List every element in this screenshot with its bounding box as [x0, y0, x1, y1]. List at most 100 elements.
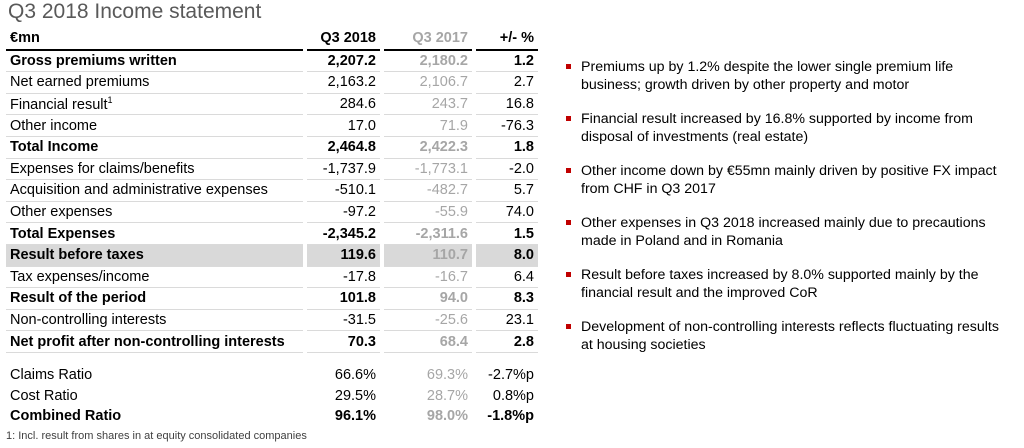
commentary-item: Other income down by €55mn mainly driven… [566, 162, 1011, 198]
cell-q3-2018: -2,345.2 [307, 223, 380, 245]
table-row: Acquisition and administrative expenses -… [6, 180, 538, 202]
cell-q3-2018: 70.3 [307, 331, 380, 353]
cell-q3-2018: -97.2 [307, 202, 380, 224]
table-row: Tax expenses/income -17.8 -16.7 6.4 [6, 267, 538, 289]
commentary-text: Premiums up by 1.2% despite the lower si… [581, 59, 954, 93]
table-row: Financial result1 284.6 243.7 16.8 [6, 94, 538, 116]
cell-change: 1.2 [476, 51, 538, 73]
row-label: Other income [6, 115, 303, 137]
table-header-row: €mn Q3 2018 Q3 2017 +/- % [6, 28, 538, 51]
bullet-square-icon [566, 272, 571, 277]
footnote: 1: Incl. result from shares in at equity… [6, 430, 307, 442]
income-statement-table: €mn Q3 2018 Q3 2017 +/- % Gross premiums… [6, 28, 538, 427]
row-label-text: Result of the period [10, 290, 147, 307]
cell-q3-2017: 2,106.7 [384, 72, 472, 94]
row-label: Financial result1 [6, 94, 303, 116]
header-q3-2017: Q3 2017 [384, 28, 472, 51]
cell-change: 0.8%p [492, 387, 534, 404]
header-q3-2018: Q3 2018 [307, 28, 380, 51]
cell-q3-2017: 28.7% [426, 387, 468, 404]
cell-q3-2018: -1,737.9 [307, 159, 380, 181]
cell-q3-2018: 119.6 [307, 244, 380, 267]
table-row: Combined Ratio 96.1% 98.0% -1.8%p [6, 406, 538, 427]
cell-q3-2017: -55.9 [384, 202, 472, 224]
row-label-text: Other expenses [10, 204, 113, 221]
row-label-text: Result before taxes [10, 247, 144, 264]
commentary-item: Result before taxes increased by 8.0% su… [566, 266, 1011, 302]
cell-q3-2018: 101.8 [307, 288, 380, 310]
cell-q3-2018: -510.1 [307, 180, 380, 202]
table-row: Gross premiums written 2,207.2 2,180.2 1.2 [6, 51, 538, 73]
row-label-text: Total Expenses [10, 225, 116, 242]
row-label-text: Combined Ratio [10, 408, 122, 425]
cell-q3-2017: 94.0 [384, 288, 472, 310]
cell-change: -2.7%p [488, 367, 534, 384]
table-row: Total Income 2,464.8 2,422.3 1.8 [6, 137, 538, 159]
row-label: Acquisition and administrative expenses [6, 180, 303, 202]
cell-change: -2.0 [476, 159, 538, 181]
row-label: Claims Ratio [6, 365, 303, 386]
row-label-text: Total Income [10, 139, 99, 156]
cell-q3-2018: -31.5 [307, 310, 380, 332]
cell-q3-2017: 2,180.2 [384, 51, 472, 73]
table-row: Expenses for claims/benefits -1,737.9 -1,7… [6, 159, 538, 181]
row-label: Combined Ratio [6, 406, 303, 427]
bullet-square-icon [566, 168, 571, 173]
table-row: Total Expenses -2,345.2 -2,311.6 1.5 [6, 223, 538, 245]
commentary-list: Premiums up by 1.2% despite the lower si… [566, 58, 1011, 370]
commentary-text: Other income down by €55mn mainly driven… [581, 163, 997, 197]
cell-q3-2017: -2,311.6 [384, 223, 472, 245]
income-statement-body: €mn Q3 2018 Q3 2017 +/- % Gross premiums… [6, 28, 538, 427]
row-label: Gross premiums written [6, 51, 303, 73]
cell-q3-2018: 29.5% [334, 387, 376, 404]
table-row: Result of the period 101.8 94.0 8.3 [6, 288, 538, 310]
cell-change: -76.3 [476, 115, 538, 137]
row-label: Total Income [6, 137, 303, 159]
commentary-item: Other expenses in Q3 2018 increased main… [566, 214, 1011, 250]
cell-q3-2017: -1,773.1 [384, 159, 472, 181]
table-row: Net earned premiums 2,163.2 2,106.7 2.7 [6, 72, 538, 94]
row-label-text: Other income [10, 117, 98, 134]
row-label-text: Claims Ratio [10, 367, 93, 384]
row-label: Net profit after non-controlling interes… [6, 331, 303, 353]
commentary-text: Other expenses in Q3 2018 increased main… [581, 215, 986, 249]
cell-q3-2018: 2,207.2 [307, 51, 380, 73]
spacer-row [6, 353, 538, 365]
commentary-item: Financial result increased by 16.8% supp… [566, 110, 1011, 146]
cell-q3-2018: 96.1% [334, 408, 376, 425]
cell-change: 1.5 [476, 223, 538, 245]
row-label-text: Cost Ratio [10, 387, 78, 404]
cell-q3-2018: 2,464.8 [307, 137, 380, 159]
table-row: Non-controlling interests -31.5 -25.6 23.1 [6, 310, 538, 332]
cell-change: 6.4 [476, 267, 538, 289]
cell-change: -1.8%p [487, 408, 534, 425]
cell-change: 5.7 [476, 180, 538, 202]
cell-q3-2018: 284.6 [307, 94, 380, 116]
row-label-text: Acquisition and administrative expenses [10, 182, 268, 199]
cell-q3-2018: -17.8 [307, 267, 380, 289]
row-label: Tax expenses/income [6, 267, 303, 289]
commentary-text: Result before taxes increased by 8.0% su… [581, 267, 979, 301]
cell-q3-2018: 2,163.2 [307, 72, 380, 94]
row-label: Result before taxes [6, 244, 303, 267]
commentary-text: Development of non-controlling interests… [581, 319, 999, 353]
cell-change: 2.7 [476, 72, 538, 94]
row-label-text: Expenses for claims/benefits [10, 160, 195, 177]
cell-change: 74.0 [476, 202, 538, 224]
bullet-square-icon [566, 324, 571, 329]
table-row: Other expenses -97.2 -55.9 74.0 [6, 202, 538, 224]
row-label: Expenses for claims/benefits [6, 159, 303, 181]
cell-q3-2017: 98.0% [426, 408, 468, 425]
row-label-text: Gross premiums written [10, 52, 177, 69]
bullet-square-icon [566, 64, 571, 69]
cell-q3-2018: 17.0 [307, 115, 380, 137]
cell-q3-2017: 110.7 [384, 244, 472, 267]
row-label: Non-controlling interests [6, 310, 303, 332]
table-row: Claims Ratio 66.6% 69.3% -2.7%p [6, 365, 538, 386]
row-label: Result of the period [6, 288, 303, 310]
row-label-text: Net earned premiums [10, 74, 150, 91]
header-change: +/- % [476, 28, 538, 51]
commentary-text: Financial result increased by 16.8% supp… [581, 111, 973, 145]
row-label-text: Financial result [10, 96, 108, 113]
table-row: Result before taxes 119.6 110.7 8.0 [6, 244, 538, 267]
